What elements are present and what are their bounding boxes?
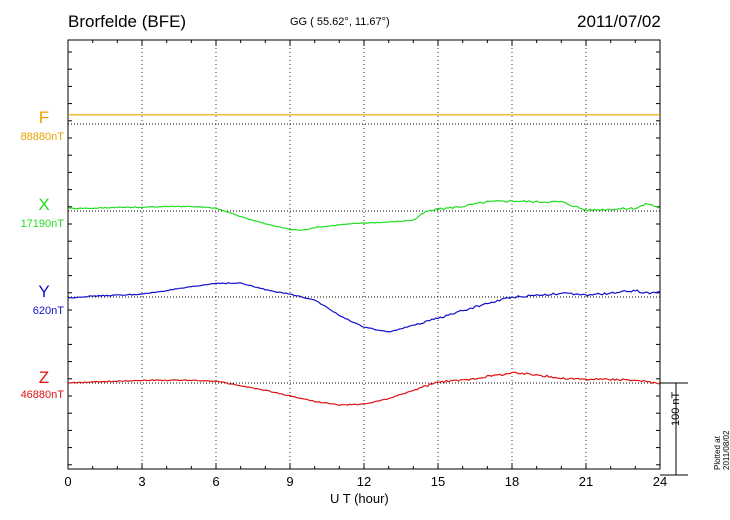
series-line-z: [67, 371, 661, 406]
series-line-x: [67, 199, 661, 231]
channel-label-z: Z: [38, 368, 50, 387]
x-tick-label: 3: [138, 474, 146, 489]
x-tick-label: 0: [64, 474, 72, 489]
x-tick-label: 21: [578, 474, 594, 489]
coordinates-label: GG ( 55.62°, 11.67°): [290, 16, 390, 28]
channel-label-y: Y: [38, 282, 50, 301]
x-tick-label: 24: [652, 474, 668, 489]
baseline-label-y: 620nT: [32, 305, 64, 317]
baseline-label-x: 17190nT: [20, 218, 64, 230]
x-tick-label: 15: [430, 474, 446, 489]
date-label: 2011/07/02: [577, 12, 661, 31]
baseline-label-z: 46880nT: [20, 389, 64, 401]
plotted-timestamp: Plotted at 2011/08/02 00:59 UT: [713, 430, 730, 470]
x-tick-label: 9: [286, 474, 294, 489]
x-tick-label: 12: [356, 474, 372, 489]
station-title: Brorfelde (BFE): [68, 12, 187, 31]
channel-label-f: F: [38, 108, 50, 127]
series-line-y: [67, 282, 661, 333]
scale-bar-label: 100 nT: [670, 391, 682, 426]
x-axis-label: U T (hour): [330, 491, 389, 506]
x-tick-label: 6: [212, 474, 220, 489]
x-tick-label: 18: [504, 474, 520, 489]
channel-label-x: X: [38, 195, 50, 214]
baseline-label-f: 88880nT: [20, 131, 64, 143]
